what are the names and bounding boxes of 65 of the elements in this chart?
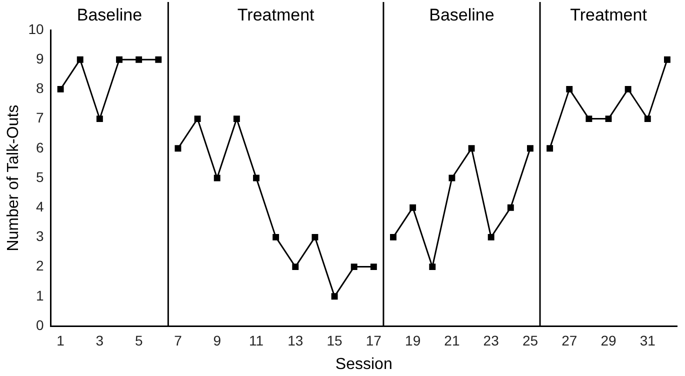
x-tick-label: 17 bbox=[366, 332, 382, 348]
x-tick-label: 23 bbox=[483, 332, 500, 348]
point bbox=[194, 116, 201, 122]
x-tick-label: 13 bbox=[288, 332, 304, 348]
point bbox=[644, 116, 651, 122]
y-axis-title: Number of Talk-Outs bbox=[5, 104, 22, 252]
y-tick-label: 7 bbox=[36, 110, 44, 126]
point bbox=[350, 264, 358, 270]
point bbox=[390, 234, 396, 240]
point bbox=[174, 145, 182, 152]
point bbox=[527, 145, 534, 152]
point bbox=[96, 116, 103, 122]
y-tick-label: 4 bbox=[36, 198, 44, 214]
x-tick-label: 27 bbox=[562, 332, 578, 348]
point bbox=[488, 234, 494, 240]
point bbox=[566, 86, 573, 92]
x-tick-label: 31 bbox=[640, 332, 656, 348]
x-tick-label: 19 bbox=[405, 332, 421, 348]
x-tick-label: 1 bbox=[56, 332, 65, 348]
point bbox=[410, 204, 416, 211]
y-tick-label: 0 bbox=[36, 316, 44, 333]
y-tick-label: 10 bbox=[28, 20, 44, 37]
text: Baseline bbox=[76, 6, 142, 25]
point bbox=[136, 56, 142, 63]
point bbox=[448, 174, 456, 182]
x-tick-label: 15 bbox=[326, 332, 343, 348]
point bbox=[605, 116, 612, 122]
point bbox=[292, 264, 299, 270]
point bbox=[468, 145, 475, 152]
x-axis-title: Session bbox=[335, 356, 392, 373]
y-tick-label: 2 bbox=[36, 258, 44, 274]
x-tick-label: 9 bbox=[213, 332, 222, 348]
point bbox=[331, 293, 338, 300]
text: Treatment bbox=[570, 6, 648, 25]
point bbox=[624, 86, 632, 92]
text: Baseline bbox=[429, 6, 494, 25]
text: Treatment bbox=[237, 6, 315, 25]
point bbox=[370, 264, 377, 270]
point bbox=[312, 234, 318, 240]
y-tick-label: 6 bbox=[36, 139, 44, 156]
y-tick-label: 3 bbox=[36, 228, 44, 244]
point bbox=[586, 116, 592, 122]
y-tick-label: 9 bbox=[36, 50, 44, 66]
x-tick-label: 3 bbox=[96, 332, 104, 348]
y-tick-label: 1 bbox=[36, 287, 44, 304]
point bbox=[155, 56, 162, 63]
y-tick-label: 5 bbox=[36, 168, 44, 185]
point bbox=[214, 174, 220, 182]
point bbox=[429, 264, 436, 270]
point bbox=[57, 86, 64, 92]
x-tick-label: 7 bbox=[174, 332, 182, 348]
point bbox=[116, 56, 122, 63]
point bbox=[233, 116, 240, 122]
point bbox=[546, 145, 554, 152]
x-tick-label: 29 bbox=[600, 332, 617, 348]
x-tick-label: 5 bbox=[134, 332, 143, 348]
x-tick-label: 25 bbox=[522, 332, 538, 348]
point bbox=[507, 204, 514, 211]
x-tick-label: 11 bbox=[248, 332, 264, 348]
y-tick-label: 8 bbox=[36, 80, 44, 96]
point bbox=[76, 56, 84, 63]
point bbox=[253, 174, 260, 182]
point bbox=[272, 234, 280, 240]
x-tick-label: 21 bbox=[444, 332, 460, 348]
point bbox=[664, 56, 670, 63]
